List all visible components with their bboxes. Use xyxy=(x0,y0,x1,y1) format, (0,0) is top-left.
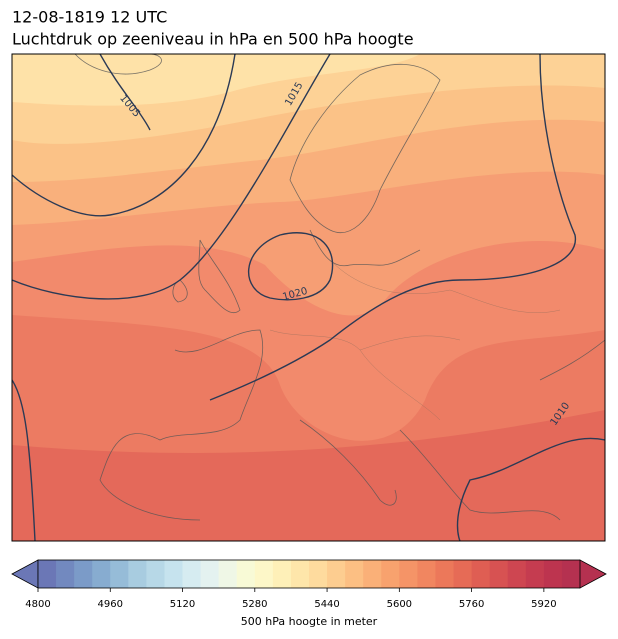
map: 1005 1015 1020 1010 xyxy=(12,54,605,541)
coastline xyxy=(289,63,441,233)
colorbar-segment xyxy=(38,560,57,588)
colorbar-segment xyxy=(164,560,184,588)
colorbar-segment xyxy=(543,560,563,588)
colorbar-segment xyxy=(254,560,274,588)
colorbar-segment xyxy=(182,560,202,588)
subtitle: Luchtdruk op zeeniveau in hPa en 500 hPa… xyxy=(12,30,414,49)
isobar xyxy=(12,379,36,541)
colorbar-extend-high xyxy=(579,559,607,589)
colorbar-segment xyxy=(345,560,364,588)
colorbar-segment xyxy=(435,560,455,588)
isobar xyxy=(12,54,236,217)
isobar xyxy=(456,437,605,541)
coastline xyxy=(539,339,605,381)
colorbar-segment xyxy=(381,560,400,588)
coastline xyxy=(99,329,264,521)
colorbar-segment xyxy=(507,560,527,588)
colorbar-tick-label: 4960 xyxy=(98,599,123,610)
isobar xyxy=(12,54,331,300)
colorbar-tick-label: 5760 xyxy=(459,599,484,610)
colorbar-segment xyxy=(74,560,93,588)
colorbar-segment xyxy=(561,560,581,588)
colorbar-segment xyxy=(453,560,473,588)
band xyxy=(12,54,420,106)
colorbar-segment xyxy=(200,560,220,588)
coastline xyxy=(399,429,561,521)
colorbar-segment xyxy=(146,560,165,588)
colorbar-segment xyxy=(525,560,545,588)
colorbar-segment xyxy=(417,560,436,588)
colorbar-segment xyxy=(489,560,509,588)
colorbar-segment xyxy=(56,560,75,588)
colorbar-tick-label: 5280 xyxy=(242,599,267,610)
colorbar-label: 500 hPa hoogte in meter xyxy=(241,615,378,628)
coastline xyxy=(309,229,421,267)
title: 12-08-1819 12 UTC xyxy=(12,8,167,27)
colorbar-segment xyxy=(128,560,147,588)
colorbar-tick-label: 4800 xyxy=(25,599,50,610)
colorbar: 4800 4960 5120 5280 5440 5600 5760 5920 500 hPa … xyxy=(11,559,607,628)
colorbar-extend-low xyxy=(11,559,39,589)
coastline xyxy=(74,54,162,75)
colorbar-tick-label: 5920 xyxy=(531,599,556,610)
colorbar-tick-label: 5120 xyxy=(170,599,195,610)
colorbar-segment xyxy=(272,560,292,588)
isobar xyxy=(99,54,151,131)
colorbar-tick-label: 5440 xyxy=(314,599,339,610)
colorbar-segment xyxy=(309,560,328,588)
isobar xyxy=(247,232,334,301)
colorbar-segment xyxy=(290,560,310,588)
colorbar-segment xyxy=(399,560,418,588)
coastline xyxy=(198,239,241,313)
border xyxy=(269,259,561,421)
coastline xyxy=(172,279,188,303)
colorbar-frame xyxy=(37,559,581,589)
colorbar-segment xyxy=(471,560,491,588)
map-frame xyxy=(11,53,606,542)
colorbar-tick-label: 5600 xyxy=(387,599,412,610)
colorbar-segment xyxy=(236,560,256,588)
isobar xyxy=(209,54,577,401)
colorbar-segment xyxy=(363,560,382,588)
colorbar-segment xyxy=(92,560,111,588)
colorbar-segment xyxy=(110,560,129,588)
coastline xyxy=(299,419,397,506)
colorbar-segment xyxy=(218,560,238,588)
colorbar-segment xyxy=(327,560,346,588)
